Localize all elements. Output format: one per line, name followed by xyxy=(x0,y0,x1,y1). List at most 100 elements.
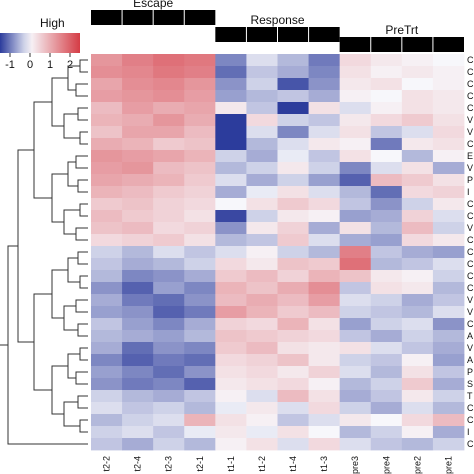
heatmap-cell xyxy=(91,426,123,439)
column-label: t2-2 xyxy=(102,456,112,472)
heatmap-cell xyxy=(370,378,403,391)
heatmap-cell xyxy=(277,282,309,295)
heatmap-cell xyxy=(122,294,154,307)
heatmap-cell xyxy=(370,234,403,247)
heatmap-cell xyxy=(246,186,278,199)
legend-tick-label: -1 xyxy=(5,59,15,71)
group-annotation-bars: Escape Response PreTrt xyxy=(91,0,464,52)
row-label: I xyxy=(467,427,470,437)
row-label: C xyxy=(467,211,474,221)
row-label: C xyxy=(467,247,474,257)
heatmap-cell xyxy=(339,66,372,79)
heatmap-cell xyxy=(308,54,341,67)
heatmap-cell xyxy=(432,378,465,391)
heatmap-cell xyxy=(308,414,341,427)
heatmap-cell xyxy=(339,198,372,211)
heatmap-cell xyxy=(153,366,185,379)
heatmap-cell xyxy=(91,342,123,355)
heatmap-cell xyxy=(401,294,434,307)
heatmap-cell xyxy=(432,174,465,187)
heatmap-cell xyxy=(122,54,154,67)
heatmap-cell xyxy=(370,390,403,403)
heatmap-cell xyxy=(401,234,434,247)
heatmap-cell xyxy=(184,78,216,91)
heatmap-cell xyxy=(339,114,372,127)
heatmap-cell xyxy=(370,402,403,415)
heatmap-cell xyxy=(184,438,216,451)
heatmap-cell xyxy=(215,258,247,271)
column-label: t1-1 xyxy=(226,456,236,472)
heatmap-cell xyxy=(122,150,154,163)
heatmap-cell xyxy=(122,366,154,379)
heatmap-cell xyxy=(184,306,216,319)
heatmap-cell xyxy=(277,210,309,223)
heatmap-cell xyxy=(308,66,341,79)
heatmap-cell xyxy=(277,162,309,175)
heatmap-cell xyxy=(184,150,216,163)
heatmap-cell xyxy=(122,318,154,331)
heatmap-cell xyxy=(184,138,216,151)
heatmap-cell xyxy=(184,162,216,175)
heatmap-cell xyxy=(432,162,465,175)
column-label: pre1 xyxy=(443,456,453,474)
heatmap-cell xyxy=(184,342,216,355)
heatmap-cell xyxy=(401,414,434,427)
legend-tick-label: 1 xyxy=(47,59,53,71)
heatmap-cell xyxy=(308,138,341,151)
heatmap-cell xyxy=(339,426,372,439)
heatmap-cell xyxy=(153,222,185,235)
heatmap-cell xyxy=(432,438,465,451)
heatmap-cell xyxy=(370,414,403,427)
heatmap-cell xyxy=(339,294,372,307)
row-label: C xyxy=(467,67,474,77)
heatmap-cell xyxy=(184,270,216,283)
heatmap-cell xyxy=(184,282,216,295)
heatmap-cell xyxy=(277,126,309,139)
heatmap-cell xyxy=(215,210,247,223)
row-label: C xyxy=(467,79,474,89)
heatmap-cell xyxy=(401,186,434,199)
dendrogram-branch xyxy=(79,131,88,145)
heatmap-cell xyxy=(370,54,403,67)
heatmap-cell xyxy=(339,234,372,247)
heatmap-cell xyxy=(153,234,185,247)
heatmap-cell xyxy=(122,258,154,271)
heatmap-cell xyxy=(370,210,403,223)
color-legend: High -1 0 1 2 xyxy=(0,16,80,71)
heatmap-cell xyxy=(339,258,372,271)
heatmap-cell xyxy=(184,66,216,79)
heatmap-cell xyxy=(370,438,403,451)
heatmap-cell xyxy=(246,426,278,439)
heatmap-cell xyxy=(339,270,372,283)
heatmap-cell xyxy=(432,270,465,283)
heatmap-cell xyxy=(339,354,372,367)
heatmap-cell xyxy=(277,270,309,283)
heatmap-cell xyxy=(122,198,154,211)
heatmap-cell xyxy=(308,354,341,367)
heatmap-cell xyxy=(277,354,309,367)
heatmap-cell xyxy=(215,270,247,283)
row-dendrogram xyxy=(0,59,88,445)
column-label: pre4 xyxy=(381,456,391,474)
heatmap-cell xyxy=(277,306,309,319)
heatmap-cell xyxy=(91,438,123,451)
heatmap-cell xyxy=(308,102,341,115)
row-label: C xyxy=(467,283,474,293)
heatmap-cell xyxy=(215,138,247,151)
column-label: t1-3 xyxy=(319,456,329,472)
group-label: Response xyxy=(250,13,304,27)
heatmap-cell xyxy=(246,402,278,415)
heatmap-cell xyxy=(339,162,372,175)
heatmap-cell xyxy=(122,234,154,247)
heatmap-cell xyxy=(91,330,123,343)
heatmap-cell xyxy=(215,330,247,343)
heatmap-cell xyxy=(246,78,278,91)
heatmap-cell xyxy=(432,390,465,403)
heatmap-cell xyxy=(432,150,465,163)
heatmap-cell xyxy=(432,306,465,319)
heatmap-cell xyxy=(277,390,309,403)
heatmap-cell xyxy=(122,90,154,103)
heatmap-cell xyxy=(246,258,278,271)
heatmap-cell xyxy=(401,162,434,175)
